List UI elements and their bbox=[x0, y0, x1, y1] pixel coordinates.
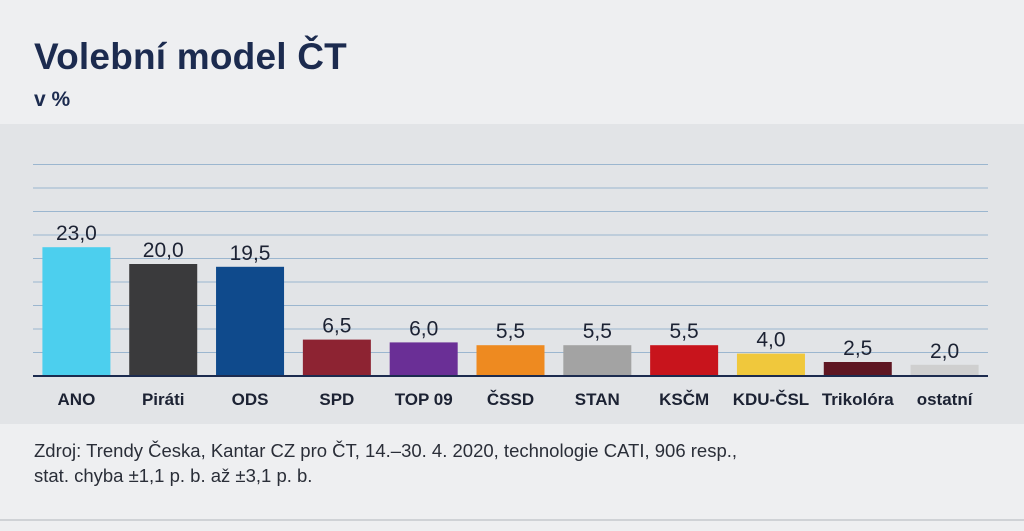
bar-ODS bbox=[216, 266, 285, 376]
value-label: 5,5 bbox=[670, 320, 699, 343]
chart-subtitle: v % bbox=[34, 88, 71, 111]
bar-chart: 23,0 ANO 20,0 Piráti 19,5 ODS 6,5 SPD 6,0 TOP 09 5… bbox=[33, 164, 988, 409]
value-label: 19,5 bbox=[230, 242, 271, 265]
bar-STAN bbox=[563, 345, 632, 376]
source-note-line-1: Zdroj: Trendy Česka, Kantar CZ pro ČT, 1… bbox=[34, 440, 738, 461]
bar-Piráti bbox=[129, 264, 198, 376]
category-label: TOP 09 bbox=[395, 390, 453, 409]
bar-SPD bbox=[302, 339, 371, 376]
category-label: SPD bbox=[319, 390, 354, 409]
value-label: 4,0 bbox=[756, 329, 785, 352]
value-label: 6,5 bbox=[322, 315, 351, 338]
value-label: 5,5 bbox=[496, 320, 525, 343]
category-label: Piráti bbox=[142, 390, 185, 409]
bar-KDU-ČSL bbox=[736, 353, 805, 376]
value-label: 2,0 bbox=[930, 340, 959, 363]
source-note-line-2: stat. chyba ±1,1 p. b. až ±3,1 p. b. bbox=[34, 465, 313, 486]
value-label: 20,0 bbox=[143, 239, 184, 262]
category-label: ODS bbox=[232, 390, 269, 409]
bar-ostatní bbox=[910, 364, 979, 376]
source-note: Zdroj: Trendy Česka, Kantar CZ pro ČT, 1… bbox=[34, 438, 994, 488]
category-label: ČSSD bbox=[487, 390, 534, 409]
category-label: ANO bbox=[58, 390, 96, 409]
category-label: Trikolóra bbox=[822, 390, 894, 409]
bar-TOP 09 bbox=[389, 342, 458, 376]
value-label: 5,5 bbox=[583, 320, 612, 343]
bar-Trikolóra bbox=[823, 362, 892, 376]
category-label: KDU-ČSL bbox=[733, 390, 810, 409]
chart-header: Volební model ČT v % bbox=[0, 0, 1024, 124]
bottom-rule bbox=[0, 519, 1024, 521]
bar-ČSSD bbox=[476, 345, 545, 376]
value-label: 2,5 bbox=[843, 337, 872, 360]
bar-KSČM bbox=[650, 345, 719, 376]
chart-title: Volební model ČT bbox=[34, 36, 347, 77]
category-label: ostatní bbox=[917, 390, 974, 409]
value-label: 6,0 bbox=[409, 317, 438, 340]
bar-ANO bbox=[42, 247, 111, 376]
category-label: KSČM bbox=[659, 390, 709, 409]
value-label: 23,0 bbox=[56, 222, 97, 245]
category-label: STAN bbox=[575, 390, 620, 409]
